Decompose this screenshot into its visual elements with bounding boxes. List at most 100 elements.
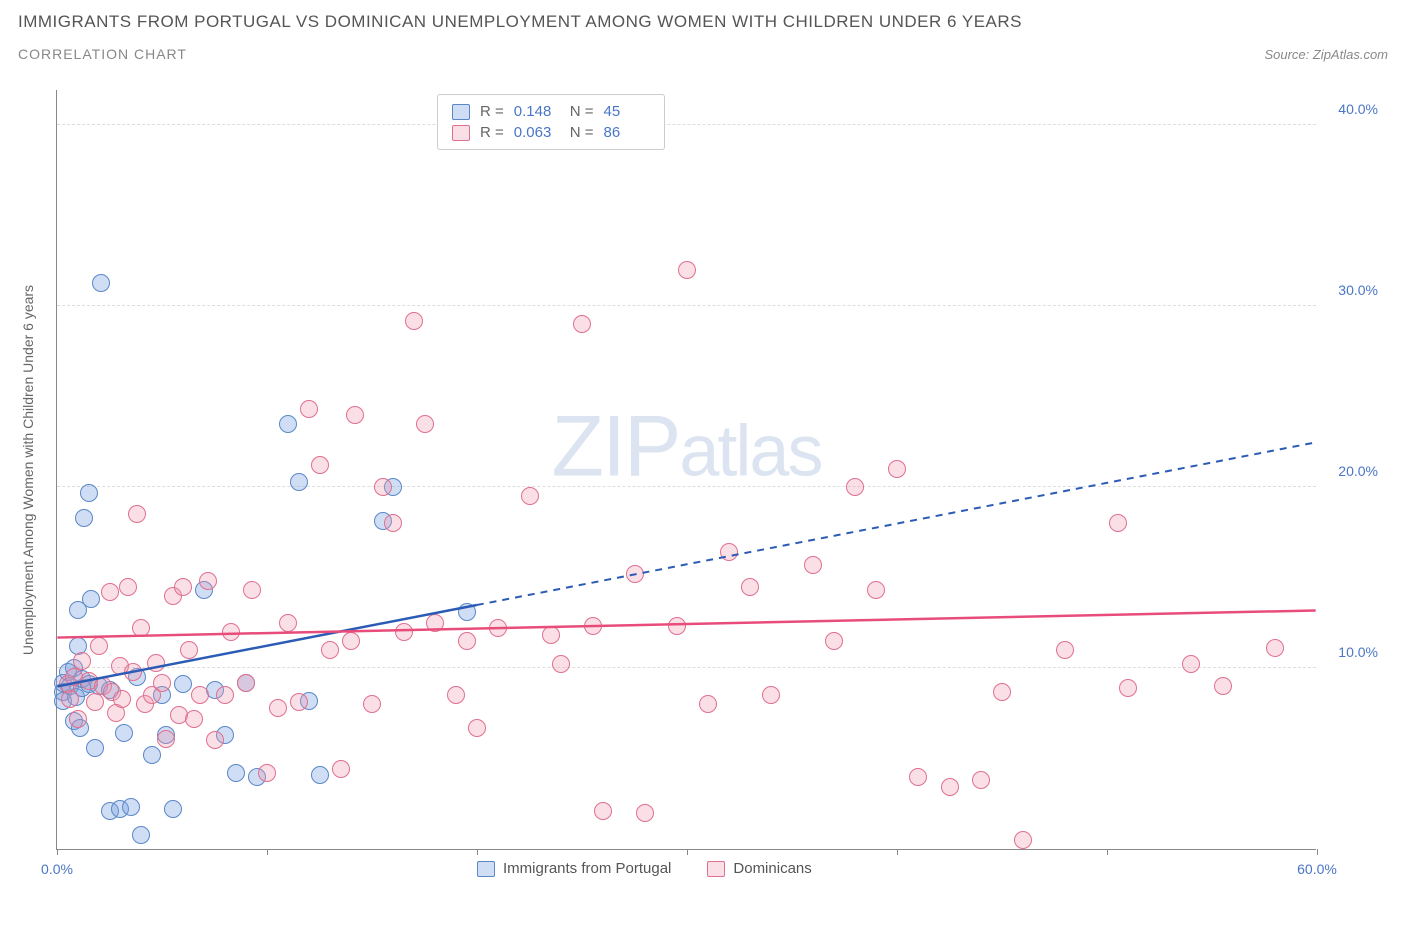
data-point bbox=[626, 565, 644, 583]
chart-area: Unemployment Among Women with Children U… bbox=[56, 90, 1386, 880]
data-point bbox=[993, 683, 1011, 701]
source-label: Source: ZipAtlas.com bbox=[1264, 47, 1388, 62]
gridline bbox=[57, 486, 1316, 487]
data-point bbox=[185, 710, 203, 728]
data-point bbox=[825, 632, 843, 650]
data-point bbox=[119, 578, 137, 596]
data-point bbox=[157, 730, 175, 748]
r-value-1: 0.063 bbox=[514, 124, 560, 141]
data-point bbox=[279, 614, 297, 632]
x-tick-label: 0.0% bbox=[41, 861, 73, 877]
trend-lines bbox=[57, 90, 1316, 849]
data-point bbox=[741, 578, 759, 596]
data-point bbox=[290, 693, 308, 711]
x-tick bbox=[477, 849, 478, 855]
data-point bbox=[668, 617, 686, 635]
data-point bbox=[243, 581, 261, 599]
data-point bbox=[153, 674, 171, 692]
legend-item-0: Immigrants from Portugal bbox=[477, 860, 671, 877]
plot-region: ZIPatlas R = 0.148 N = 45 R = 0.063 N = … bbox=[56, 90, 1316, 850]
data-point bbox=[132, 619, 150, 637]
data-point bbox=[69, 710, 87, 728]
n-label: N = bbox=[570, 124, 594, 141]
data-point bbox=[384, 514, 402, 532]
data-point bbox=[1119, 679, 1137, 697]
watermark: ZIPatlas bbox=[552, 397, 822, 496]
data-point bbox=[584, 617, 602, 635]
y-tick-label: 20.0% bbox=[1338, 463, 1378, 479]
data-point bbox=[804, 556, 822, 574]
y-tick-label: 10.0% bbox=[1338, 644, 1378, 660]
y-tick-label: 40.0% bbox=[1338, 101, 1378, 117]
data-point bbox=[237, 674, 255, 692]
data-point bbox=[258, 764, 276, 782]
data-point bbox=[269, 699, 287, 717]
data-point bbox=[941, 778, 959, 796]
stats-legend: R = 0.148 N = 45 R = 0.063 N = 86 bbox=[437, 94, 665, 150]
x-tick bbox=[57, 849, 58, 855]
data-point bbox=[374, 478, 392, 496]
data-point bbox=[762, 686, 780, 704]
data-point bbox=[846, 478, 864, 496]
y-axis-label: Unemployment Among Women with Children U… bbox=[20, 285, 36, 655]
data-point bbox=[311, 766, 329, 784]
data-point bbox=[147, 654, 165, 672]
data-point bbox=[678, 261, 696, 279]
x-tick bbox=[897, 849, 898, 855]
r-label: R = bbox=[480, 124, 504, 141]
data-point bbox=[92, 274, 110, 292]
data-point bbox=[279, 415, 297, 433]
data-point bbox=[346, 406, 364, 424]
data-point bbox=[1014, 831, 1032, 849]
data-point bbox=[122, 798, 140, 816]
data-point bbox=[101, 583, 119, 601]
data-point bbox=[199, 572, 217, 590]
swatch-portugal bbox=[452, 104, 470, 120]
subtitle-row: CORRELATION CHART Source: ZipAtlas.com bbox=[18, 46, 1388, 62]
data-point bbox=[342, 632, 360, 650]
x-tick bbox=[267, 849, 268, 855]
data-point bbox=[888, 460, 906, 478]
data-point bbox=[124, 663, 142, 681]
data-point bbox=[426, 614, 444, 632]
data-point bbox=[416, 415, 434, 433]
data-point bbox=[458, 632, 476, 650]
data-point bbox=[174, 578, 192, 596]
data-point bbox=[468, 719, 486, 737]
data-point bbox=[573, 315, 591, 333]
chart-header: IMMIGRANTS FROM PORTUGAL VS DOMINICAN UN… bbox=[0, 0, 1406, 62]
n-value-0: 45 bbox=[604, 103, 650, 120]
legend-swatch-portugal bbox=[477, 861, 495, 877]
data-point bbox=[447, 686, 465, 704]
legend-label-1: Dominicans bbox=[733, 860, 811, 877]
data-point bbox=[300, 400, 318, 418]
watermark-zip: ZIP bbox=[552, 398, 680, 494]
data-point bbox=[1182, 655, 1200, 673]
r-value-0: 0.148 bbox=[514, 103, 560, 120]
data-point bbox=[174, 675, 192, 693]
x-tick bbox=[687, 849, 688, 855]
gridline bbox=[57, 667, 1316, 668]
data-point bbox=[521, 487, 539, 505]
data-point bbox=[227, 764, 245, 782]
data-point bbox=[115, 724, 133, 742]
data-point bbox=[82, 590, 100, 608]
data-point bbox=[180, 641, 198, 659]
data-point bbox=[113, 690, 131, 708]
stats-row-1: R = 0.063 N = 86 bbox=[452, 122, 650, 143]
data-point bbox=[222, 623, 240, 641]
data-point bbox=[332, 760, 350, 778]
stats-row-0: R = 0.148 N = 45 bbox=[452, 101, 650, 122]
data-point bbox=[909, 768, 927, 786]
data-point bbox=[86, 739, 104, 757]
data-point bbox=[1266, 639, 1284, 657]
n-value-1: 86 bbox=[604, 124, 650, 141]
data-point bbox=[542, 626, 560, 644]
gridline bbox=[57, 305, 1316, 306]
data-point bbox=[191, 686, 209, 704]
data-point bbox=[972, 771, 990, 789]
data-point bbox=[164, 800, 182, 818]
chart-subtitle: CORRELATION CHART bbox=[18, 46, 187, 62]
data-point bbox=[216, 686, 234, 704]
data-point bbox=[552, 655, 570, 673]
